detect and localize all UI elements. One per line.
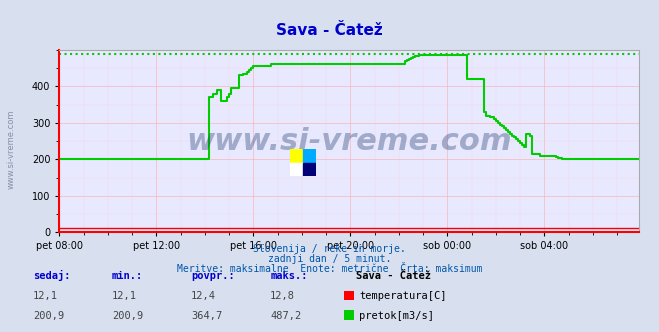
- Text: 12,4: 12,4: [191, 291, 216, 301]
- Text: pretok[m3/s]: pretok[m3/s]: [359, 311, 434, 321]
- Bar: [290, 163, 303, 176]
- Text: zadnji dan / 5 minut.: zadnji dan / 5 minut.: [268, 254, 391, 264]
- Text: temperatura[C]: temperatura[C]: [359, 291, 447, 301]
- Text: 12,8: 12,8: [270, 291, 295, 301]
- Text: povpr.:: povpr.:: [191, 271, 235, 281]
- Text: www.si-vreme.com: www.si-vreme.com: [186, 126, 512, 156]
- Text: Sava - Čatež: Sava - Čatež: [276, 23, 383, 38]
- Bar: [303, 149, 316, 163]
- Text: Sava - Čatež: Sava - Čatež: [356, 271, 431, 281]
- Text: 200,9: 200,9: [33, 311, 64, 321]
- Text: Meritve: maksimalne  Enote: metrične  Črta: maksimum: Meritve: maksimalne Enote: metrične Črta…: [177, 264, 482, 274]
- Text: sedaj:: sedaj:: [33, 270, 71, 281]
- Text: 12,1: 12,1: [112, 291, 137, 301]
- Text: 364,7: 364,7: [191, 311, 222, 321]
- Text: Slovenija / reke in morje.: Slovenija / reke in morje.: [253, 244, 406, 254]
- Bar: [290, 149, 303, 163]
- Text: 487,2: 487,2: [270, 311, 301, 321]
- Text: www.si-vreme.com: www.si-vreme.com: [7, 110, 16, 189]
- Bar: [303, 163, 316, 176]
- Text: min.:: min.:: [112, 271, 143, 281]
- Text: 200,9: 200,9: [112, 311, 143, 321]
- Text: 12,1: 12,1: [33, 291, 58, 301]
- Text: maks.:: maks.:: [270, 271, 308, 281]
